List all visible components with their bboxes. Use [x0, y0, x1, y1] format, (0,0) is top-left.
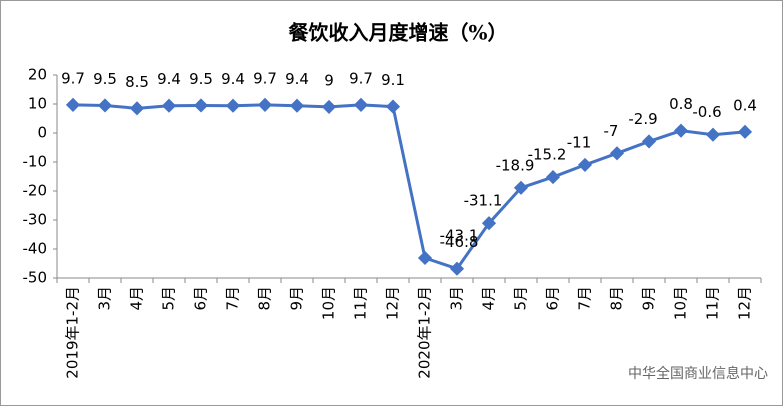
chart-title: 餐饮收入月度增速（%） — [288, 21, 507, 45]
x-tick-label: 3月 — [448, 286, 466, 311]
point-marker — [321, 99, 337, 114]
data-label: -43.1 — [440, 226, 479, 244]
data-label: -2.9 — [628, 110, 657, 128]
point-marker — [705, 127, 721, 142]
y-tick-label: -50 — [23, 269, 48, 287]
x-tick-label: 8月 — [608, 286, 626, 311]
y-tick-label: 20 — [28, 66, 47, 84]
data-label: 0.8 — [669, 95, 693, 113]
x-tick-label: 10月 — [672, 286, 690, 320]
y-tick-label: -20 — [23, 182, 48, 200]
x-tick-label: 2020年1-2月 — [416, 286, 434, 379]
y-tick-label: -40 — [23, 240, 48, 258]
data-label: 9.4 — [157, 70, 181, 88]
x-tick-label: 11月 — [704, 286, 722, 320]
y-tick-label: 10 — [28, 95, 47, 113]
data-label: 9.4 — [221, 70, 245, 88]
data-label: -18.9 — [496, 156, 535, 174]
data-label: -46.8 — [440, 233, 479, 251]
x-tick-label: 5月 — [512, 286, 530, 311]
point-marker — [641, 134, 657, 149]
point-marker — [385, 99, 401, 114]
series-line — [72, 103, 746, 271]
x-tick-label: 2019年1-2月 — [64, 286, 82, 379]
x-tick-label: 3月 — [96, 286, 114, 311]
x-tick-label: 6月 — [192, 286, 210, 311]
data-label: -11 — [567, 133, 592, 151]
point-marker — [545, 170, 561, 185]
point-marker — [481, 216, 497, 231]
data-label: -0.6 — [692, 103, 721, 121]
data-label: 9.5 — [189, 70, 213, 88]
x-tick-label: 5月 — [160, 286, 178, 311]
point-marker — [257, 97, 273, 112]
data-label: 9.7 — [349, 69, 373, 87]
x-tick-label: 7月 — [576, 286, 594, 311]
point-marker — [449, 261, 465, 276]
point-marker — [673, 123, 689, 138]
watermark: 中华全国商业信息中心 — [628, 365, 768, 382]
y-tick-label: -10 — [23, 153, 48, 171]
x-tick-label: 7月 — [224, 286, 242, 311]
data-label: 9.5 — [93, 70, 117, 88]
x-tick-label: 12月 — [736, 286, 754, 320]
x-tick-label: 8月 — [256, 286, 274, 311]
point-marker — [513, 180, 529, 195]
data-label: 9.1 — [381, 71, 405, 89]
x-tick-label: 4月 — [480, 286, 498, 311]
x-tick-label: 6月 — [544, 286, 562, 311]
data-label: 9 — [324, 71, 334, 89]
data-label: -15.2 — [528, 146, 567, 164]
x-tick-label: 10月 — [320, 286, 338, 320]
data-label: 8.5 — [125, 73, 149, 91]
x-tick-label: 9月 — [640, 286, 658, 311]
point-marker — [737, 124, 753, 139]
data-label: -31.1 — [464, 192, 503, 210]
x-tick-label: 12月 — [384, 286, 402, 320]
y-tick-label: -30 — [23, 211, 48, 229]
point-marker — [289, 98, 305, 113]
data-label: 9.7 — [61, 69, 85, 87]
data-label: 9.4 — [285, 70, 309, 88]
data-label: 9.7 — [253, 69, 277, 87]
data-label: -7 — [604, 122, 619, 140]
data-label: 0.4 — [733, 96, 757, 114]
y-tick-label: 0 — [37, 124, 47, 142]
x-tick-label: 11月 — [352, 286, 370, 320]
point-marker — [609, 146, 625, 161]
point-marker — [577, 157, 593, 172]
point-marker — [353, 97, 369, 112]
x-tick-label: 9月 — [288, 286, 306, 311]
x-tick-label: 4月 — [128, 286, 146, 311]
